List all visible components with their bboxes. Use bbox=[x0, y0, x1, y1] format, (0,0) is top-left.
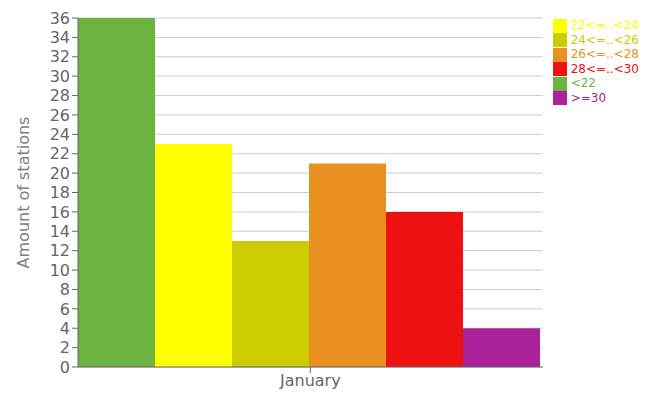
html-text:26<=..<28: 26<=..<28 bbox=[570, 47, 639, 61]
svg-text:January: January bbox=[279, 371, 341, 390]
svg-text:12: 12 bbox=[50, 241, 70, 260]
svg-text:26: 26 bbox=[50, 106, 70, 125]
html-text:>=30: >=30 bbox=[570, 90, 606, 105]
svg-text:34: 34 bbox=[50, 28, 70, 47]
svg-text:36: 36 bbox=[50, 9, 70, 28]
svg-text:18: 18 bbox=[50, 183, 70, 202]
svg-text:22: 22 bbox=[50, 144, 70, 163]
html-text:<22: <22 bbox=[570, 76, 596, 90]
svg-text:14: 14 bbox=[50, 222, 70, 241]
html-text:22<=..<24: 22<=..<24 bbox=[570, 18, 639, 32]
svg-text:8: 8 bbox=[60, 280, 70, 299]
svg-text:20: 20 bbox=[50, 164, 70, 183]
svg-text:2: 2 bbox=[60, 338, 70, 357]
svg-text:Amount of stations: Amount of stations bbox=[14, 117, 33, 269]
svg-text:10: 10 bbox=[50, 261, 70, 280]
svg-text:28: 28 bbox=[50, 86, 70, 105]
svg-text:30: 30 bbox=[50, 67, 70, 86]
svg-text:24: 24 bbox=[50, 125, 70, 144]
svg-text:32: 32 bbox=[50, 47, 70, 66]
svg-text:4: 4 bbox=[60, 319, 70, 338]
svg-text:0: 0 bbox=[60, 358, 70, 377]
html-text:28<=..<30: 28<=..<30 bbox=[570, 61, 639, 76]
html-text:24<=..<26: 24<=..<26 bbox=[570, 32, 639, 47]
svg-text:16: 16 bbox=[50, 203, 70, 222]
svg-text:6: 6 bbox=[60, 300, 70, 319]
